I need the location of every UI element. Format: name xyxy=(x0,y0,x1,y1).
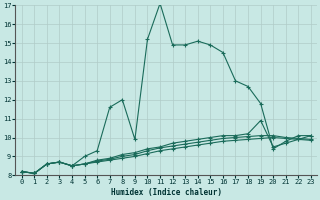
X-axis label: Humidex (Indice chaleur): Humidex (Indice chaleur) xyxy=(111,188,222,197)
